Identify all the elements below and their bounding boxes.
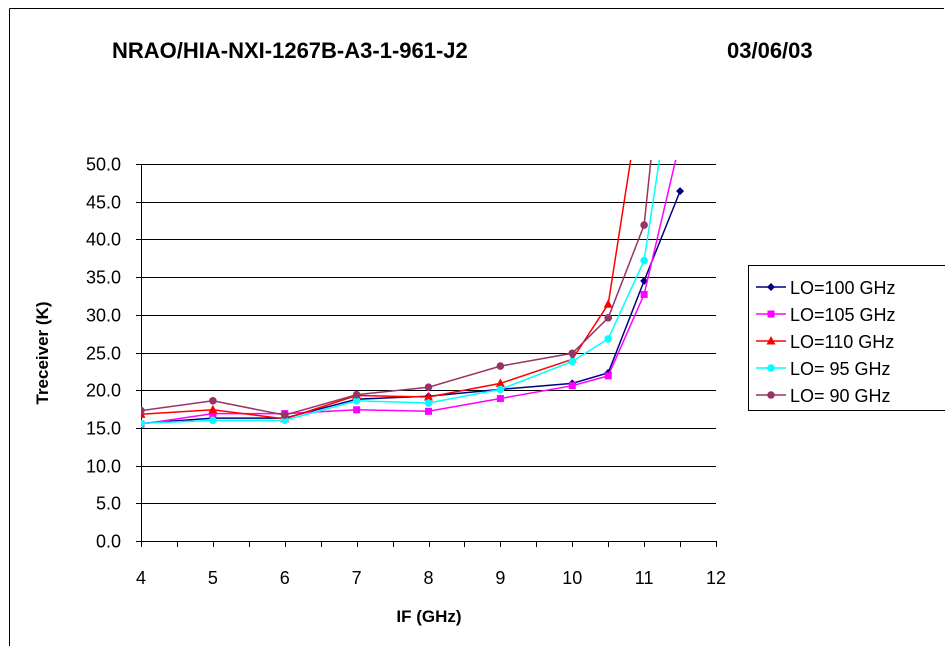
legend-entry: LO=105 GHz [756, 305, 896, 325]
data-point [604, 314, 612, 322]
data-point [496, 394, 504, 402]
y-tick-label: 45.0 [86, 193, 121, 213]
y-tick-label: 50.0 [86, 155, 121, 175]
data-point [496, 362, 505, 370]
axes [136, 164, 717, 547]
series-5 [141, 160, 652, 419]
y-axis-label: Treceiver (K) [33, 302, 52, 405]
data-point [496, 385, 505, 394]
legend-swatch-marker [766, 336, 776, 345]
y-tick-label: 35.0 [86, 268, 121, 288]
x-tick-labels: 4 5 6 7 8 9 10 11 12 [136, 568, 726, 588]
data-point [425, 407, 432, 415]
data-point [424, 383, 433, 391]
data-point [352, 390, 361, 399]
x-tick-label: 4 [136, 568, 146, 588]
data-point [603, 299, 613, 308]
x-tick-label: 10 [562, 568, 582, 588]
data-point [209, 410, 217, 418]
data-point [208, 404, 218, 414]
data-point [280, 416, 289, 425]
data-point [141, 406, 145, 415]
x-tick-label: 12 [706, 568, 726, 588]
legend-swatch-marker [767, 391, 775, 399]
data-point [280, 411, 289, 419]
data-point [604, 372, 612, 380]
data-point [209, 396, 217, 405]
legend-label: LO=110 GHz [790, 332, 894, 352]
series-line [141, 190, 681, 425]
series-line [141, 160, 652, 416]
legend-swatch-marker [767, 310, 775, 318]
data-point [568, 349, 577, 358]
legend-entry: LO= 95 GHz [756, 359, 891, 379]
legend: LO=100 GHz LO=105 GHz LO=110 GHz LO= 95 GHz… [748, 265, 945, 411]
legend-swatch-marker [767, 283, 775, 291]
series-4 [141, 160, 661, 428]
legend-box [748, 265, 945, 411]
data-point [141, 419, 145, 428]
y-tick-label: 40.0 [86, 230, 121, 250]
legend-label: LO=105 GHz [790, 305, 896, 325]
legend-entry: LO=100 GHz [756, 278, 896, 298]
legend-entry: LO=110 GHz [756, 332, 894, 352]
y-tick-label: 10.0 [86, 457, 121, 477]
x-tick-label: 7 [352, 568, 362, 588]
y-tick-label: 20.0 [86, 381, 121, 401]
y-tick-labels: 0.0 5.0 10.0 15.0 20.0 25.0 30.0 35.0 40.0 45.0 50… [86, 155, 121, 552]
chart-date: 03/06/03 [727, 38, 813, 63]
data-point [209, 416, 217, 425]
series-line [141, 160, 661, 425]
legend-label: LO= 90 GHz [790, 386, 891, 406]
x-tick-label: 5 [208, 568, 218, 588]
data-point [424, 399, 433, 407]
data-point [568, 382, 576, 390]
x-tick-label: 11 [635, 568, 654, 588]
data-point [640, 290, 648, 298]
data-point [676, 187, 685, 196]
x-axis-label: IF (GHz) [396, 607, 461, 626]
chart-title: NRAO/HIA-NXI-1267B-A3-1-961-J2 [112, 38, 468, 63]
legend-entry: LO= 90 GHz [756, 386, 891, 406]
y-tick-label: 25.0 [86, 344, 121, 364]
legend-label: LO= 95 GHz [790, 359, 891, 379]
y-tick-label: 0.0 [96, 532, 121, 552]
legend-label: LO=100 GHz [790, 278, 896, 298]
data-point [604, 335, 612, 343]
y-tick-label: 30.0 [86, 306, 121, 326]
data-point [568, 357, 577, 366]
data-point [640, 256, 648, 265]
x-tick-label: 6 [280, 568, 290, 588]
data-point [495, 378, 505, 387]
data-point [353, 406, 361, 414]
y-tick-label: 15.0 [86, 419, 121, 439]
data-point [640, 221, 648, 229]
gridlines [141, 164, 716, 504]
x-tick-label: 9 [495, 568, 505, 588]
data-point [424, 391, 433, 401]
data-point [352, 396, 361, 405]
series-layer [141, 160, 685, 428]
x-tick-label: 8 [423, 568, 433, 588]
legend-swatch-marker [767, 364, 775, 372]
y-tick-label: 5.0 [96, 494, 121, 514]
